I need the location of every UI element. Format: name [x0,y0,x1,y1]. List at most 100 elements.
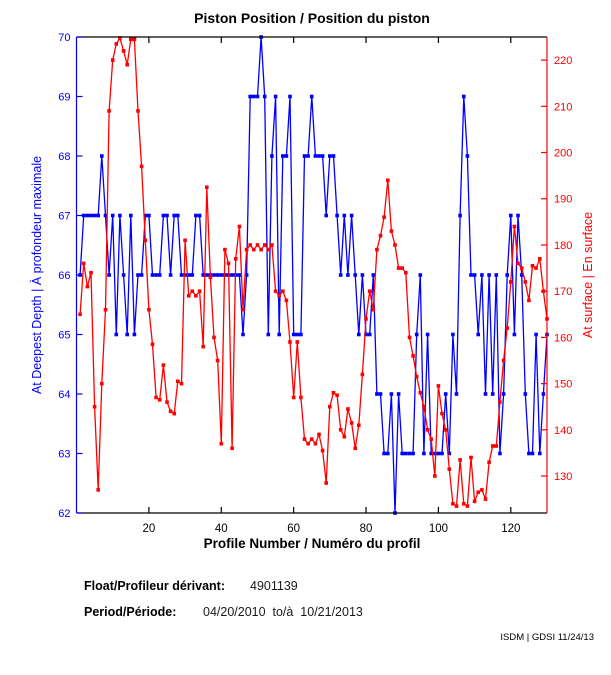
y-tick-label-right: 140 [554,425,572,437]
data-marker [85,213,90,218]
data-marker [147,307,151,312]
data-marker [277,332,281,337]
data-marker [299,395,303,400]
data-marker [230,446,234,451]
data-marker [150,273,155,277]
data-marker [125,62,129,67]
data-marker [512,224,517,229]
data-marker [270,154,274,158]
data-marker [472,273,477,277]
data-marker [454,392,459,396]
data-marker [494,273,499,277]
data-marker [291,332,296,337]
data-marker [118,213,122,218]
data-marker [382,215,386,219]
data-marker [512,332,517,337]
data-marker [212,335,216,340]
data-marker [284,154,289,158]
data-marker [273,289,278,293]
data-marker [262,243,267,247]
data-marker [443,392,448,396]
data-marker [157,273,162,277]
left-y-axis-label: At Deepest Depth | À profondeur maximale [29,156,44,394]
data-marker [179,273,184,277]
data-marker [338,273,343,277]
data-marker [393,243,397,247]
data-marker [498,400,502,404]
data-marker [501,358,506,363]
data-marker [244,273,249,277]
data-marker [509,213,513,218]
data-marker [190,273,195,277]
data-marker [313,154,318,158]
data-marker [183,273,187,277]
data-marker [302,154,307,158]
y-tick-label-right: 170 [554,286,572,298]
data-marker [255,243,260,247]
data-marker [404,451,408,456]
data-marker [411,451,415,456]
data-marker [132,37,137,42]
data-marker [157,398,162,402]
data-marker [364,332,368,337]
data-marker [331,391,336,395]
data-marker [252,247,256,252]
data-marker [172,411,176,416]
data-marker [436,451,441,456]
data-marker [125,332,129,337]
data-marker [425,428,430,432]
data-marker [143,213,148,218]
data-marker [96,488,100,492]
data-marker [233,257,238,261]
data-marker [328,404,332,409]
data-marker [469,455,473,460]
data-marker [107,109,111,113]
data-marker [400,266,404,270]
data-marker [505,326,509,330]
data-marker [382,451,386,456]
data-marker [161,363,166,367]
data-marker [194,294,198,298]
data-marker [490,444,495,448]
data-marker [320,448,325,453]
data-marker [429,451,433,456]
data-marker [443,428,448,432]
data-marker [534,266,538,270]
y-tick-label-left: 68 [58,151,70,163]
data-marker [208,275,213,280]
data-marker [309,437,314,441]
data-marker [425,332,430,337]
data-marker [360,372,365,377]
data-marker [335,393,339,397]
y-tick-label-right: 180 [554,240,572,252]
data-marker [121,273,126,277]
data-marker [360,273,365,277]
data-marker [273,94,278,99]
data-marker [139,273,144,277]
data-marker [81,213,86,218]
data-marker [165,213,169,218]
data-marker [197,213,202,218]
data-marker [433,474,437,478]
y-tick-label-left: 70 [58,32,70,44]
data-marker [483,497,488,501]
data-marker [114,332,119,337]
data-marker [447,467,452,471]
data-marker [223,247,227,252]
data-marker [386,451,390,456]
data-marker [132,332,137,337]
data-marker [458,458,462,462]
data-marker [523,392,528,396]
data-marker [418,273,423,277]
data-marker [530,451,535,456]
data-marker [165,400,169,404]
data-marker [519,266,524,270]
data-marker [519,273,524,277]
x-tick-label: 80 [360,523,373,535]
data-marker [411,354,415,358]
data-marker [436,384,441,388]
y-tick-label-left: 62 [58,508,70,520]
data-marker [313,441,318,446]
data-marker [190,289,195,293]
y-tick-label-right: 130 [554,471,572,483]
